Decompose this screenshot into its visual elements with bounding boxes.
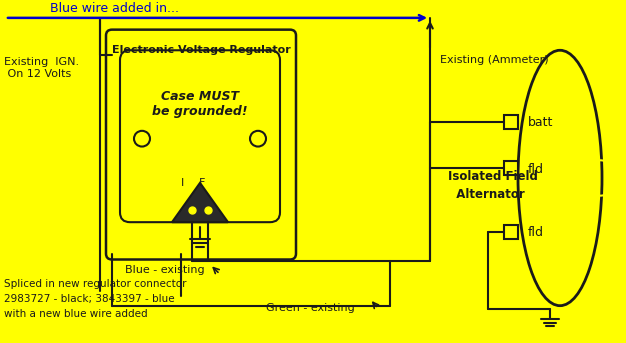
Text: Existing (Ammeter): Existing (Ammeter) xyxy=(440,55,548,65)
Text: Spliced in new regulator connector
2983727 - black; 3843397 - blue
with a new bl: Spliced in new regulator connector 29837… xyxy=(4,279,187,319)
Polygon shape xyxy=(172,183,228,222)
Bar xyxy=(504,115,518,129)
Text: Isolated Field
  Alternator: Isolated Field Alternator xyxy=(448,170,538,201)
Text: Blue - existing: Blue - existing xyxy=(125,265,205,275)
FancyBboxPatch shape xyxy=(106,29,296,260)
Text: batt: batt xyxy=(528,117,553,129)
Text: Electronic Voltage Regulator: Electronic Voltage Regulator xyxy=(111,45,290,55)
Text: Existing  IGN.
 On 12 Volts: Existing IGN. On 12 Volts xyxy=(4,57,79,79)
FancyBboxPatch shape xyxy=(120,50,280,222)
Text: fld: fld xyxy=(528,163,544,176)
Bar xyxy=(504,225,518,239)
Text: I: I xyxy=(180,178,183,188)
Text: fld: fld xyxy=(528,226,544,239)
Text: F: F xyxy=(199,178,205,188)
Text: Blue wire added in...: Blue wire added in... xyxy=(50,2,179,15)
Bar xyxy=(504,161,518,175)
Text: Green - existing: Green - existing xyxy=(265,303,354,312)
Ellipse shape xyxy=(518,50,602,306)
Text: Case MUST
be grounded!: Case MUST be grounded! xyxy=(152,90,248,118)
